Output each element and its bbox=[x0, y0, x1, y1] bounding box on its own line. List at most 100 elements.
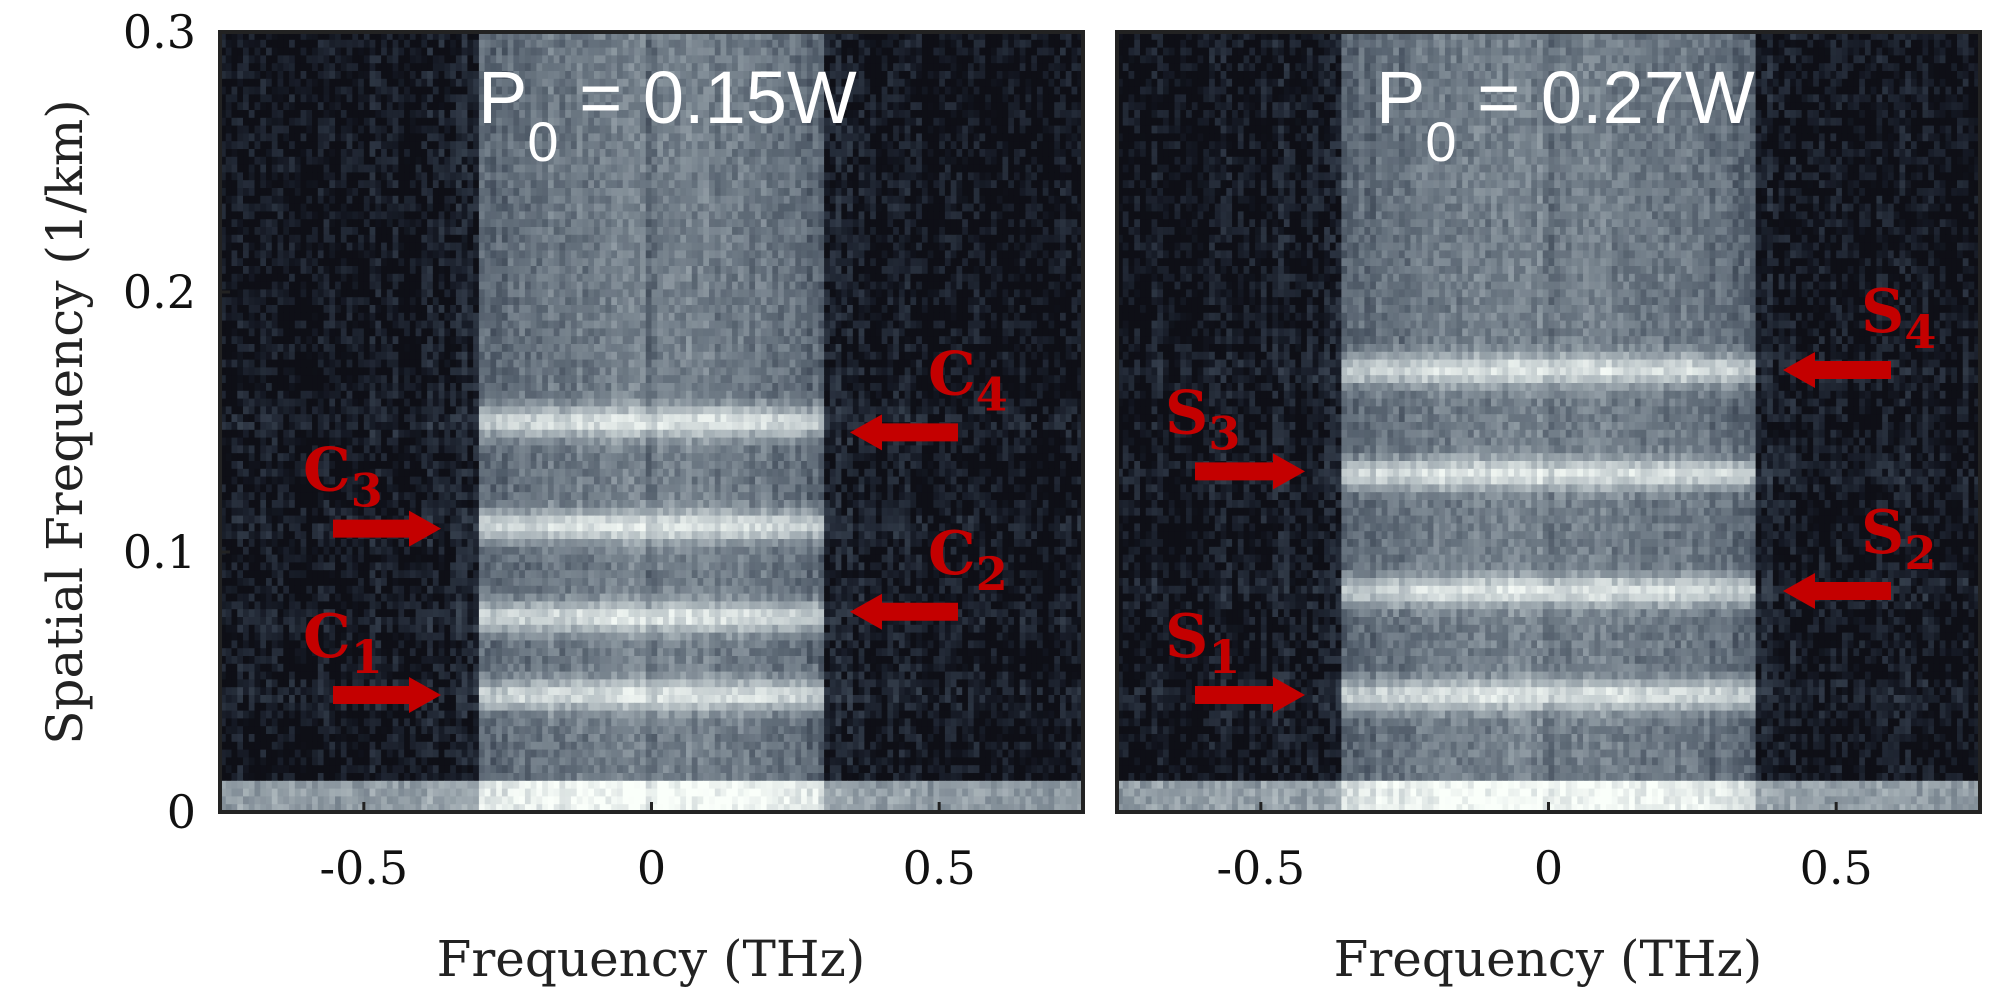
heatmap-cell bbox=[277, 71, 284, 80]
heatmap-cell bbox=[921, 242, 929, 251]
heatmap-cell bbox=[835, 94, 842, 103]
heatmap-cell bbox=[277, 266, 284, 275]
heatmap-cell bbox=[904, 164, 911, 173]
heatmap-cell bbox=[352, 227, 359, 236]
heatmap-cell bbox=[1036, 188, 1044, 197]
heatmap-cell bbox=[478, 156, 486, 166]
heatmap-cell bbox=[858, 94, 865, 103]
heatmap-cell bbox=[547, 71, 555, 80]
heatmap-cell bbox=[967, 141, 975, 150]
heatmap-cell bbox=[714, 78, 722, 88]
heatmap-cell bbox=[381, 203, 388, 212]
heatmap-cell bbox=[432, 149, 440, 158]
heatmap-cell bbox=[392, 47, 399, 56]
heatmap-cell bbox=[1071, 156, 1078, 166]
heatmap-cell bbox=[893, 227, 900, 236]
heatmap-cell bbox=[507, 219, 515, 228]
heatmap-cell bbox=[944, 195, 952, 205]
heatmap-cell bbox=[697, 203, 704, 212]
heatmap-cell bbox=[904, 32, 911, 41]
heatmap-cell bbox=[547, 211, 555, 220]
heatmap-cell bbox=[645, 63, 653, 72]
heatmap-cell bbox=[317, 172, 325, 181]
heatmap-cell bbox=[547, 242, 555, 251]
heatmap-cell bbox=[455, 273, 463, 283]
heatmap-cell bbox=[645, 71, 653, 80]
heatmap-cell bbox=[801, 211, 808, 220]
heatmap-cell bbox=[559, 149, 566, 158]
heatmap-cell bbox=[904, 39, 911, 49]
heatmap-cell bbox=[789, 86, 796, 95]
heatmap-cell bbox=[691, 266, 699, 275]
heatmap-cell bbox=[962, 39, 969, 49]
heatmap-cell bbox=[916, 242, 923, 251]
heatmap-cell bbox=[732, 281, 739, 290]
heatmap-cell bbox=[887, 71, 894, 80]
heatmap-cell bbox=[501, 219, 509, 228]
heatmap-cell bbox=[921, 211, 929, 220]
heatmap-cell bbox=[496, 227, 503, 236]
heatmap-cell bbox=[599, 110, 607, 119]
heatmap-cell bbox=[363, 164, 371, 173]
heatmap-cell bbox=[467, 94, 474, 103]
heatmap-cell bbox=[904, 172, 911, 181]
heatmap-cell bbox=[1048, 250, 1055, 259]
heatmap-cell bbox=[709, 125, 716, 134]
heatmap-cell bbox=[484, 258, 491, 267]
heatmap-cell bbox=[306, 188, 313, 197]
heatmap-cell bbox=[749, 78, 756, 88]
heatmap-cell bbox=[490, 234, 497, 244]
heatmap-cell bbox=[852, 156, 860, 166]
heatmap-cell bbox=[714, 188, 722, 197]
heatmap-cell bbox=[404, 47, 411, 56]
heatmap-cell bbox=[559, 172, 566, 181]
heatmap-cell bbox=[588, 273, 595, 283]
heatmap-cell bbox=[553, 164, 561, 173]
heatmap-cell bbox=[639, 110, 647, 119]
heatmap-cell bbox=[852, 273, 860, 283]
heatmap-cell bbox=[1054, 234, 1061, 244]
heatmap-cell bbox=[317, 156, 325, 166]
heatmap-cell bbox=[404, 164, 411, 173]
heatmap-cell bbox=[864, 63, 871, 72]
heatmap-cell bbox=[478, 211, 486, 220]
heatmap-cell bbox=[611, 266, 618, 275]
heatmap-cell bbox=[507, 156, 515, 166]
heatmap-cell bbox=[484, 195, 491, 205]
heatmap-cell bbox=[593, 180, 601, 189]
heatmap-cell bbox=[438, 242, 445, 251]
heatmap-cell bbox=[519, 63, 526, 72]
heatmap-cell bbox=[634, 141, 641, 150]
heatmap-cell bbox=[1065, 63, 1073, 72]
heatmap-cell bbox=[887, 250, 894, 259]
heatmap-cell bbox=[496, 203, 503, 212]
heatmap-cell bbox=[962, 242, 969, 251]
heatmap-cell bbox=[898, 94, 906, 103]
heatmap-cell bbox=[340, 156, 348, 166]
heatmap-cell bbox=[1025, 273, 1032, 283]
heatmap-cell bbox=[697, 172, 704, 181]
heatmap-cell bbox=[927, 47, 935, 56]
heatmap-cell bbox=[570, 63, 578, 72]
heatmap-cell bbox=[680, 242, 687, 251]
heatmap-cell bbox=[536, 133, 543, 142]
heatmap-cell bbox=[501, 188, 509, 197]
heatmap-cell bbox=[910, 78, 917, 88]
heatmap-cell bbox=[812, 78, 819, 88]
heatmap-cell bbox=[870, 227, 877, 236]
heatmap-cell bbox=[944, 219, 952, 228]
heatmap-cell bbox=[979, 133, 986, 142]
heatmap-cell bbox=[490, 55, 497, 64]
heatmap-cell bbox=[950, 164, 958, 173]
heatmap-cell bbox=[450, 266, 457, 275]
heatmap-cell bbox=[455, 102, 463, 111]
heatmap-cell bbox=[990, 78, 998, 88]
heatmap-cell bbox=[622, 94, 630, 103]
heatmap-cell bbox=[755, 273, 762, 283]
heatmap-cell bbox=[691, 195, 699, 205]
heatmap-cell bbox=[1048, 117, 1055, 127]
heatmap-cell bbox=[450, 188, 457, 197]
heatmap-cell bbox=[271, 32, 279, 41]
heatmap-cell bbox=[818, 266, 825, 275]
heatmap-cell bbox=[674, 234, 681, 244]
